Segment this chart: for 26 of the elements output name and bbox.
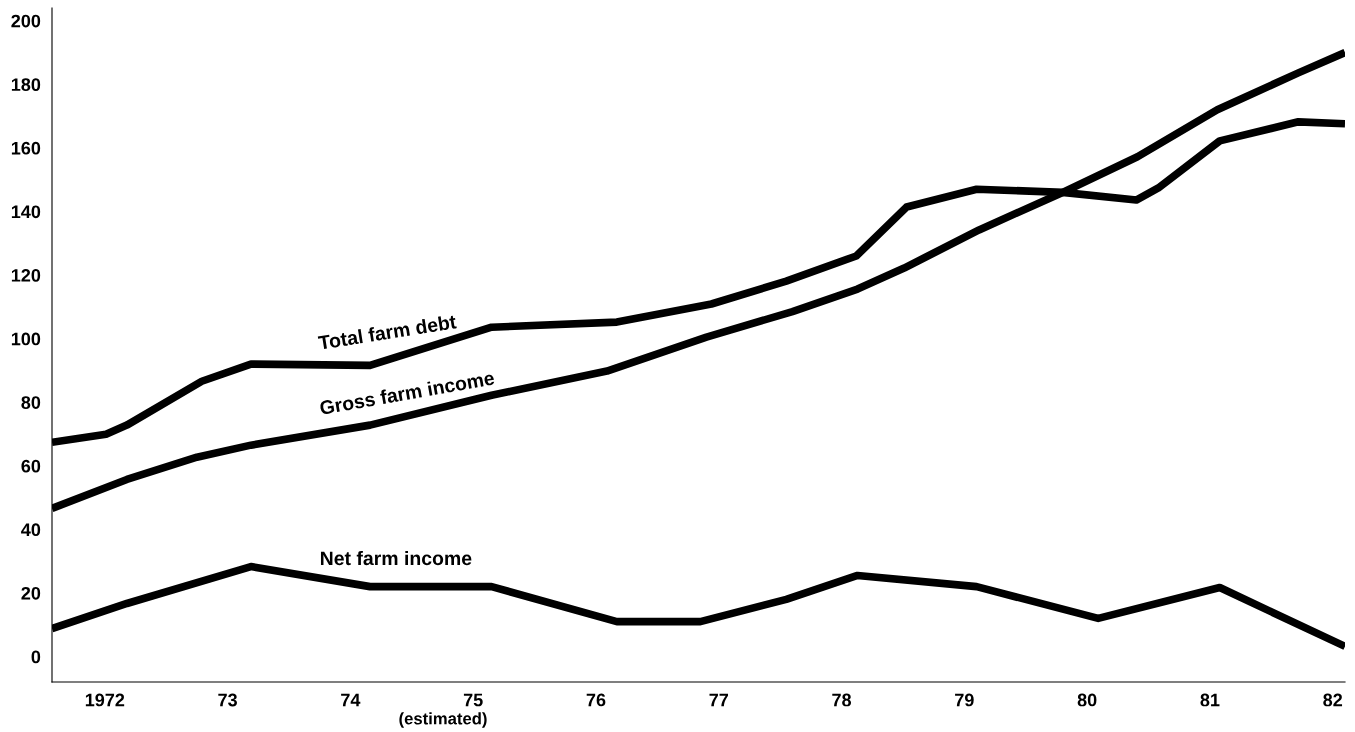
x-tick-label: 73 <box>218 693 237 707</box>
x-tick-label: 1972 <box>85 693 125 707</box>
x-tick-label: 80 <box>1077 693 1097 707</box>
x-tick-label: 79 <box>955 693 974 707</box>
series-label: Net farm income <box>320 550 472 566</box>
text: (estimated) <box>399 712 487 728</box>
y-tick-label: 40 <box>21 523 41 537</box>
y-tick-label: 120 <box>11 268 41 282</box>
x-tick-label: 82 <box>1323 693 1343 707</box>
x-tick-label: 74 <box>341 693 361 707</box>
y-tick-label: 180 <box>11 78 41 92</box>
y-tick-label: 20 <box>21 586 41 600</box>
text: Gross farm income <box>319 370 495 415</box>
x-tick-label: 78 <box>832 693 852 707</box>
y-tick-label: 0 <box>31 650 41 664</box>
y-tick-label: 60 <box>21 459 41 473</box>
y-tick-label: 160 <box>11 141 41 155</box>
y-tick-label: 80 <box>21 396 41 409</box>
y-tick-label: 200 <box>11 14 41 28</box>
y-tick-label: 140 <box>11 205 41 219</box>
x-tick-label: 77 <box>709 693 729 707</box>
y-tick-label: 100 <box>11 332 41 346</box>
text: Total farm debt <box>317 314 457 350</box>
x-tick-label: 76 <box>586 693 606 707</box>
x-tick-label: 81 <box>1200 693 1220 707</box>
x-tick-label: 75 <box>463 693 483 707</box>
